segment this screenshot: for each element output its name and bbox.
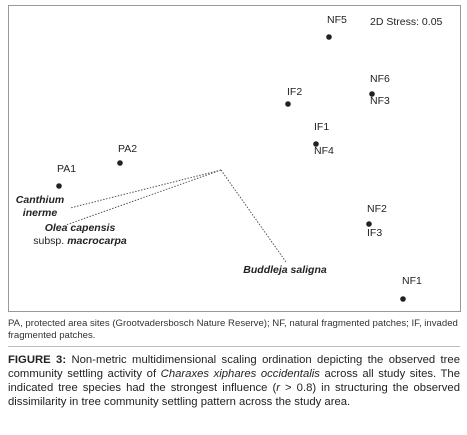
site-label: NF2 [367, 203, 387, 215]
species-label: inerme [23, 207, 58, 219]
site-label: PA1 [57, 163, 76, 175]
site-label: NF6 [370, 73, 390, 85]
rule [8, 346, 460, 347]
site-label: IF1 [314, 121, 329, 133]
species-label: Canthium [16, 194, 64, 206]
site-label: NF1 [402, 275, 422, 287]
site-point [117, 160, 123, 166]
caption-text: across all study sites. The indicated tr… [8, 368, 460, 394]
stress-label: 2D Stress: 0.05 [370, 16, 443, 28]
vector [69, 169, 222, 209]
caption: FIGURE 3: Non-metric multidimensional sc… [8, 353, 460, 409]
site-label: NF5 [327, 14, 347, 26]
species-part: inerme [23, 207, 58, 219]
species-label: subsp. macrocarpa [33, 235, 127, 247]
caption-symbol: r [276, 382, 281, 394]
species-label: Buddleja saligna [243, 264, 327, 276]
site-point [366, 221, 372, 227]
caption-label: FIGURE 3: [8, 354, 67, 366]
caption-species: Charaxes xiphares occidentalis [160, 368, 320, 380]
site-point [285, 101, 291, 107]
species-part: macrocarpa [67, 235, 127, 247]
footnote: PA, protected area sites (Grootvadersbos… [8, 318, 458, 341]
figure: 2D Stress: 0.05 NF5 NF6 NF3 IF2 IF1 NF4 PA2 PA1… [8, 5, 461, 312]
site-label: IF2 [287, 86, 302, 98]
vector [65, 169, 222, 226]
site-point [56, 183, 62, 189]
site-point [326, 34, 332, 40]
site-label: IF3 [367, 227, 382, 239]
species-part: Canthium [16, 194, 64, 206]
caption-text: > 0.8) in structuring the observed dissi… [8, 382, 460, 408]
site-label: NF3 [370, 95, 390, 107]
caption-text: Non-metric multidimensional scaling ordi… [8, 354, 460, 380]
species-part: Buddleja saligna [243, 264, 327, 276]
species-part: subsp. [33, 235, 64, 247]
figure-frame [8, 5, 461, 312]
site-label: NF4 [314, 145, 334, 157]
species-label: Olea capensis [45, 222, 116, 234]
site-label: PA2 [118, 143, 137, 155]
site-point [400, 296, 406, 302]
site-point [313, 141, 319, 147]
vector [220, 169, 287, 263]
species-part: Olea capensis [45, 222, 116, 234]
site-point [369, 91, 375, 97]
